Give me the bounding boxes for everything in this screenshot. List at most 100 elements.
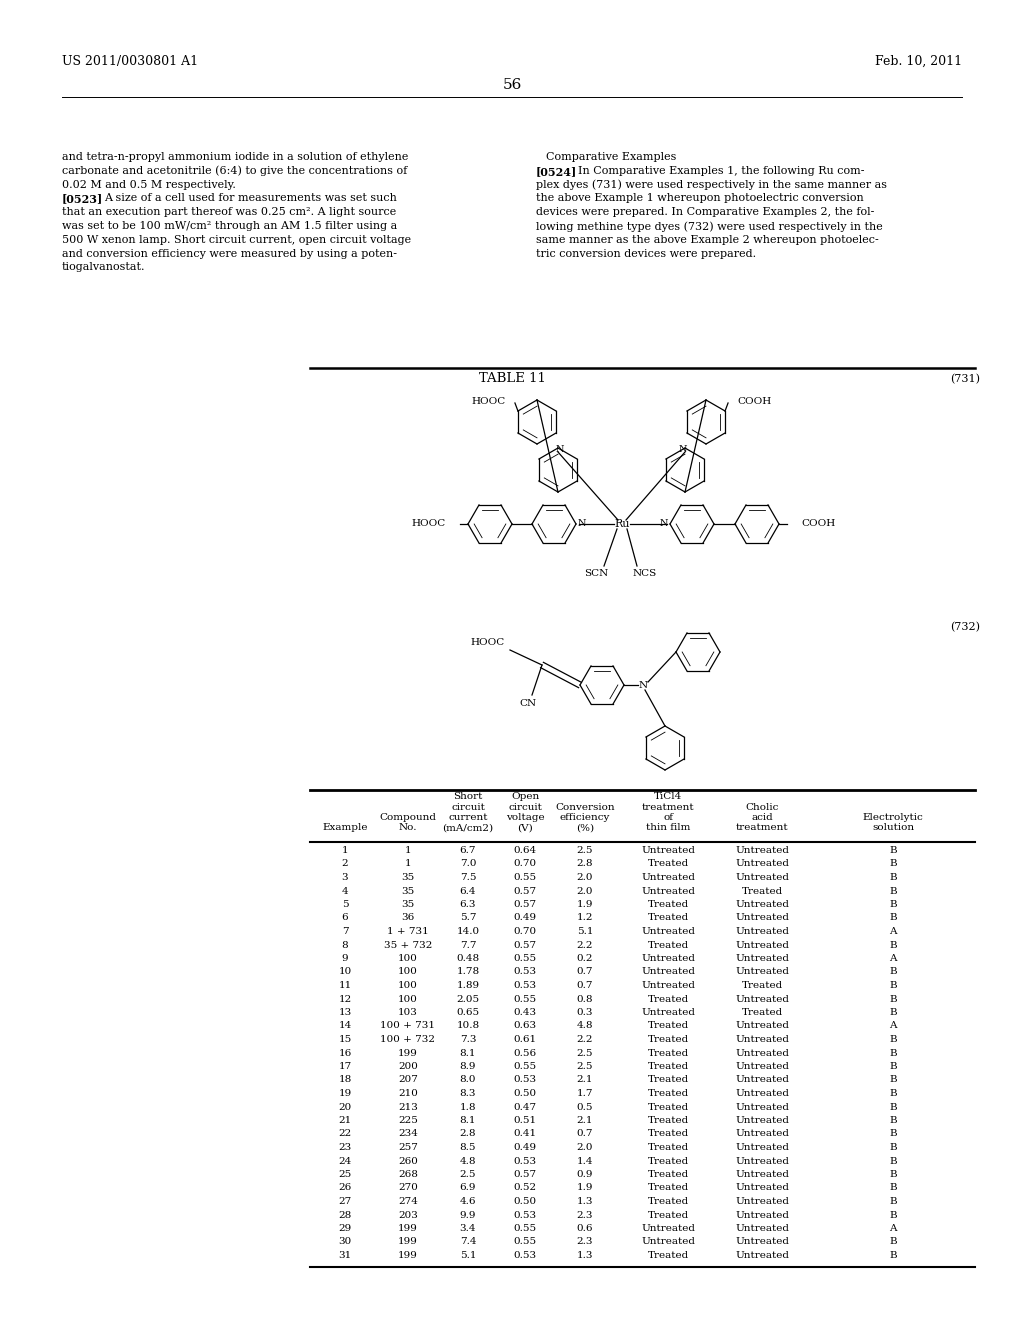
Text: 6: 6 <box>342 913 348 923</box>
Text: 0.41: 0.41 <box>513 1130 537 1138</box>
Text: 0.53: 0.53 <box>513 1210 537 1220</box>
Text: 7.0: 7.0 <box>460 859 476 869</box>
Text: 0.65: 0.65 <box>457 1008 479 1016</box>
Text: TiCl4: TiCl4 <box>654 792 682 801</box>
Text: 9.9: 9.9 <box>460 1210 476 1220</box>
Text: 14: 14 <box>338 1022 351 1031</box>
Text: Conversion: Conversion <box>555 803 614 812</box>
Text: Treated: Treated <box>647 900 688 909</box>
Text: thin film: thin film <box>646 824 690 833</box>
Text: 1.7: 1.7 <box>577 1089 593 1098</box>
Text: 27: 27 <box>338 1197 351 1206</box>
Text: 8.3: 8.3 <box>460 1089 476 1098</box>
Text: 4.8: 4.8 <box>577 1022 593 1031</box>
Text: (732): (732) <box>950 622 980 632</box>
Text: B: B <box>889 1143 897 1152</box>
Text: 31: 31 <box>338 1251 351 1261</box>
Text: Untreated: Untreated <box>735 954 790 964</box>
Text: 100: 100 <box>398 968 418 977</box>
Text: Cholic: Cholic <box>745 803 778 812</box>
Text: 2.0: 2.0 <box>577 873 593 882</box>
Text: Untreated: Untreated <box>735 994 790 1003</box>
Text: 5.1: 5.1 <box>577 927 593 936</box>
Text: circuit: circuit <box>451 803 485 812</box>
Text: B: B <box>889 900 897 909</box>
Text: Treated: Treated <box>647 994 688 1003</box>
Text: Untreated: Untreated <box>735 1224 790 1233</box>
Text: Untreated: Untreated <box>641 1238 695 1246</box>
Text: 1.8: 1.8 <box>460 1102 476 1111</box>
Text: Untreated: Untreated <box>641 887 695 895</box>
Text: 500 W xenon lamp. Short circuit current, open circuit voltage: 500 W xenon lamp. Short circuit current,… <box>62 235 411 244</box>
Text: Example: Example <box>323 824 368 833</box>
Text: B: B <box>889 859 897 869</box>
Text: 0.2: 0.2 <box>577 954 593 964</box>
Text: Untreated: Untreated <box>735 913 790 923</box>
Text: Treated: Treated <box>647 1063 688 1071</box>
Text: N: N <box>556 446 564 454</box>
Text: Treated: Treated <box>647 859 688 869</box>
Text: 6.3: 6.3 <box>460 900 476 909</box>
Text: plex dyes (731) were used respectively in the same manner as: plex dyes (731) were used respectively i… <box>536 180 887 190</box>
Text: B: B <box>889 846 897 855</box>
Text: B: B <box>889 1076 897 1085</box>
Text: Open: Open <box>511 792 539 801</box>
Text: 1.4: 1.4 <box>577 1156 593 1166</box>
Text: 7: 7 <box>342 927 348 936</box>
Text: 1.78: 1.78 <box>457 968 479 977</box>
Text: B: B <box>889 1089 897 1098</box>
Text: (731): (731) <box>950 374 980 384</box>
Text: 199: 199 <box>398 1048 418 1057</box>
Text: 1.9: 1.9 <box>577 900 593 909</box>
Text: COOH: COOH <box>801 520 836 528</box>
Text: 1.3: 1.3 <box>577 1251 593 1261</box>
Text: B: B <box>889 1210 897 1220</box>
Text: Untreated: Untreated <box>735 927 790 936</box>
Text: 0.55: 0.55 <box>513 954 537 964</box>
Text: US 2011/0030801 A1: US 2011/0030801 A1 <box>62 55 198 69</box>
Text: tric conversion devices were prepared.: tric conversion devices were prepared. <box>536 248 756 259</box>
Text: Treated: Treated <box>647 1089 688 1098</box>
Text: No.: No. <box>398 824 417 833</box>
Text: In Comparative Examples 1, the following Ru com-: In Comparative Examples 1, the following… <box>578 166 864 176</box>
Text: 56: 56 <box>503 78 521 92</box>
Text: Untreated: Untreated <box>735 940 790 949</box>
Text: Treated: Treated <box>647 1102 688 1111</box>
Text: 0.57: 0.57 <box>513 940 537 949</box>
Text: 0.63: 0.63 <box>513 1022 537 1031</box>
Text: 0.50: 0.50 <box>513 1197 537 1206</box>
Text: Treated: Treated <box>647 1197 688 1206</box>
Text: 10: 10 <box>338 968 351 977</box>
Text: 0.70: 0.70 <box>513 859 537 869</box>
Text: Untreated: Untreated <box>641 846 695 855</box>
Text: 0.53: 0.53 <box>513 1156 537 1166</box>
Text: Untreated: Untreated <box>735 1102 790 1111</box>
Text: 0.7: 0.7 <box>577 981 593 990</box>
Text: Untreated: Untreated <box>735 1143 790 1152</box>
Text: Comparative Examples: Comparative Examples <box>546 152 676 162</box>
Text: 5: 5 <box>342 900 348 909</box>
Text: 0.56: 0.56 <box>513 1048 537 1057</box>
Text: Untreated: Untreated <box>735 900 790 909</box>
Text: 1.89: 1.89 <box>457 981 479 990</box>
Text: HOOC: HOOC <box>472 396 506 405</box>
Text: A size of a cell used for measurements was set such: A size of a cell used for measurements w… <box>104 194 397 203</box>
Text: Untreated: Untreated <box>641 873 695 882</box>
Text: 8.0: 8.0 <box>460 1076 476 1085</box>
Text: Treated: Treated <box>647 913 688 923</box>
Text: 3: 3 <box>342 873 348 882</box>
Text: SCN: SCN <box>584 569 608 578</box>
Text: 7.7: 7.7 <box>460 940 476 949</box>
Text: 0.55: 0.55 <box>513 1063 537 1071</box>
Text: 0.50: 0.50 <box>513 1089 537 1098</box>
Text: 100 + 731: 100 + 731 <box>381 1022 435 1031</box>
Text: 0.55: 0.55 <box>513 873 537 882</box>
Text: Untreated: Untreated <box>735 1130 790 1138</box>
Text: Untreated: Untreated <box>735 1022 790 1031</box>
Text: 207: 207 <box>398 1076 418 1085</box>
Text: B: B <box>889 1130 897 1138</box>
Text: Treated: Treated <box>647 940 688 949</box>
Text: 260: 260 <box>398 1156 418 1166</box>
Text: 213: 213 <box>398 1102 418 1111</box>
Text: 11: 11 <box>338 981 351 990</box>
